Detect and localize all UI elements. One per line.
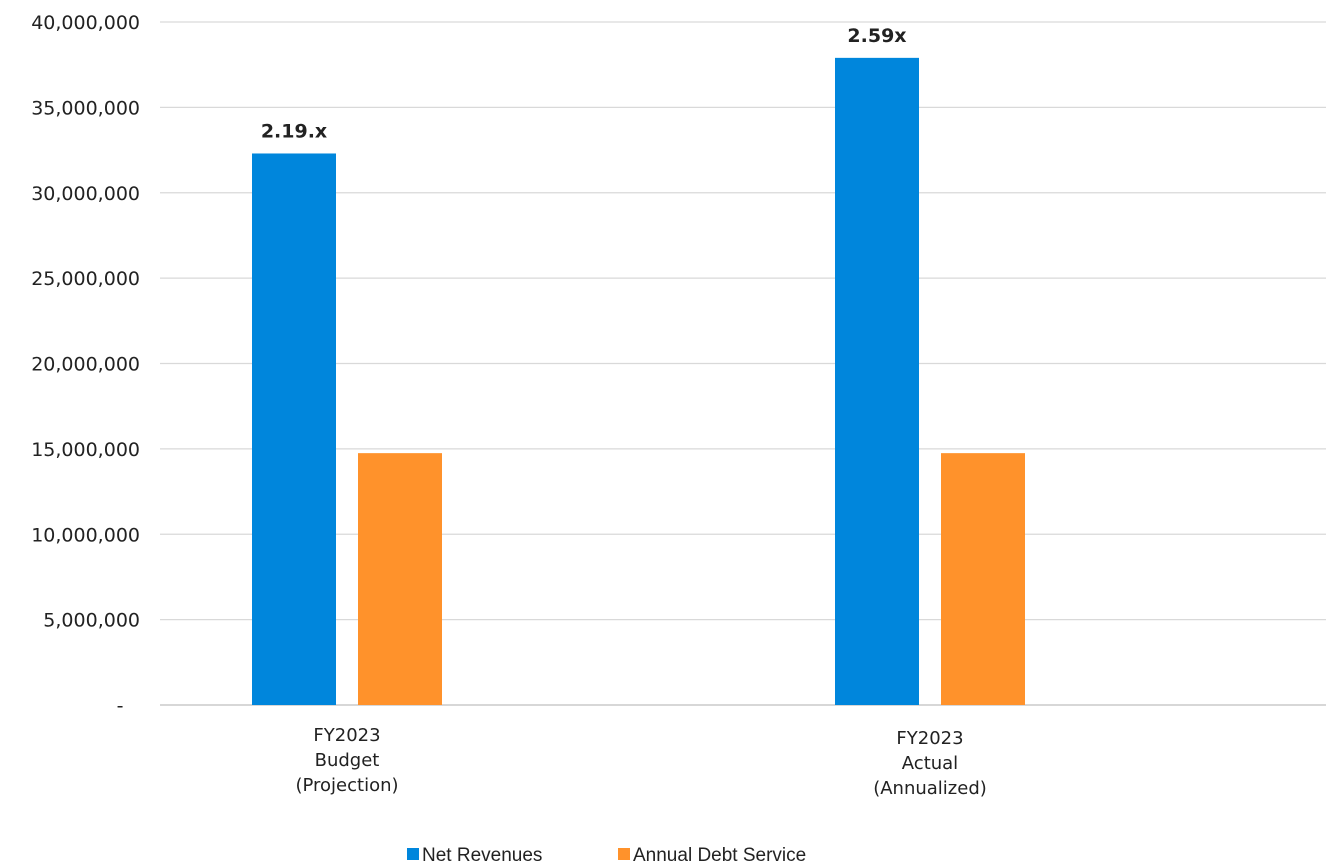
legend-item-annual-debt-service: Annual Debt Service: [618, 845, 806, 863]
data-label: 2.19.x: [261, 120, 327, 142]
legend-swatch: [618, 848, 630, 860]
legend: Net Revenues Annual Debt Service: [407, 845, 806, 863]
category-label: FY2023 Budget (Projection): [295, 725, 398, 796]
y-tick-label: 25,000,000: [31, 268, 140, 290]
y-tick-label: 35,000,000: [31, 97, 140, 119]
legend-label: Net Revenues: [422, 845, 542, 863]
legend-item-net-revenues: Net Revenues: [407, 845, 542, 863]
y-axis-tick-labels: - 5,000,000 10,000,000 15,000,000 20,000,000…: [31, 12, 140, 717]
bar-net-revenues: [835, 57, 919, 706]
bars: [252, 57, 1025, 706]
gridlines: [160, 21, 1326, 706]
category-label: FY2023 Actual (Annualized): [873, 728, 987, 799]
y-tick-label: 40,000,000: [31, 12, 140, 34]
y-tick-label: 5,000,000: [43, 610, 140, 632]
bar-annual-debt-service: [358, 453, 442, 705]
data-label: 2.59x: [847, 25, 906, 47]
y-tick-label: 15,000,000: [31, 439, 140, 461]
y-tick-label: 10,000,000: [31, 524, 140, 546]
category-labels: FY2023 Budget (Projection) FY2023 Actual (Ann…: [295, 725, 986, 799]
y-tick-label: -: [117, 695, 124, 717]
data-labels: 2.19.x 2.59x: [261, 25, 907, 143]
legend-label: Annual Debt Service: [633, 845, 806, 863]
bar-annual-debt-service: [941, 453, 1025, 705]
bar-net-revenues: [252, 153, 336, 706]
y-tick-label: 20,000,000: [31, 354, 140, 376]
y-tick-label: 30,000,000: [31, 183, 140, 205]
legend-swatch: [407, 848, 419, 860]
